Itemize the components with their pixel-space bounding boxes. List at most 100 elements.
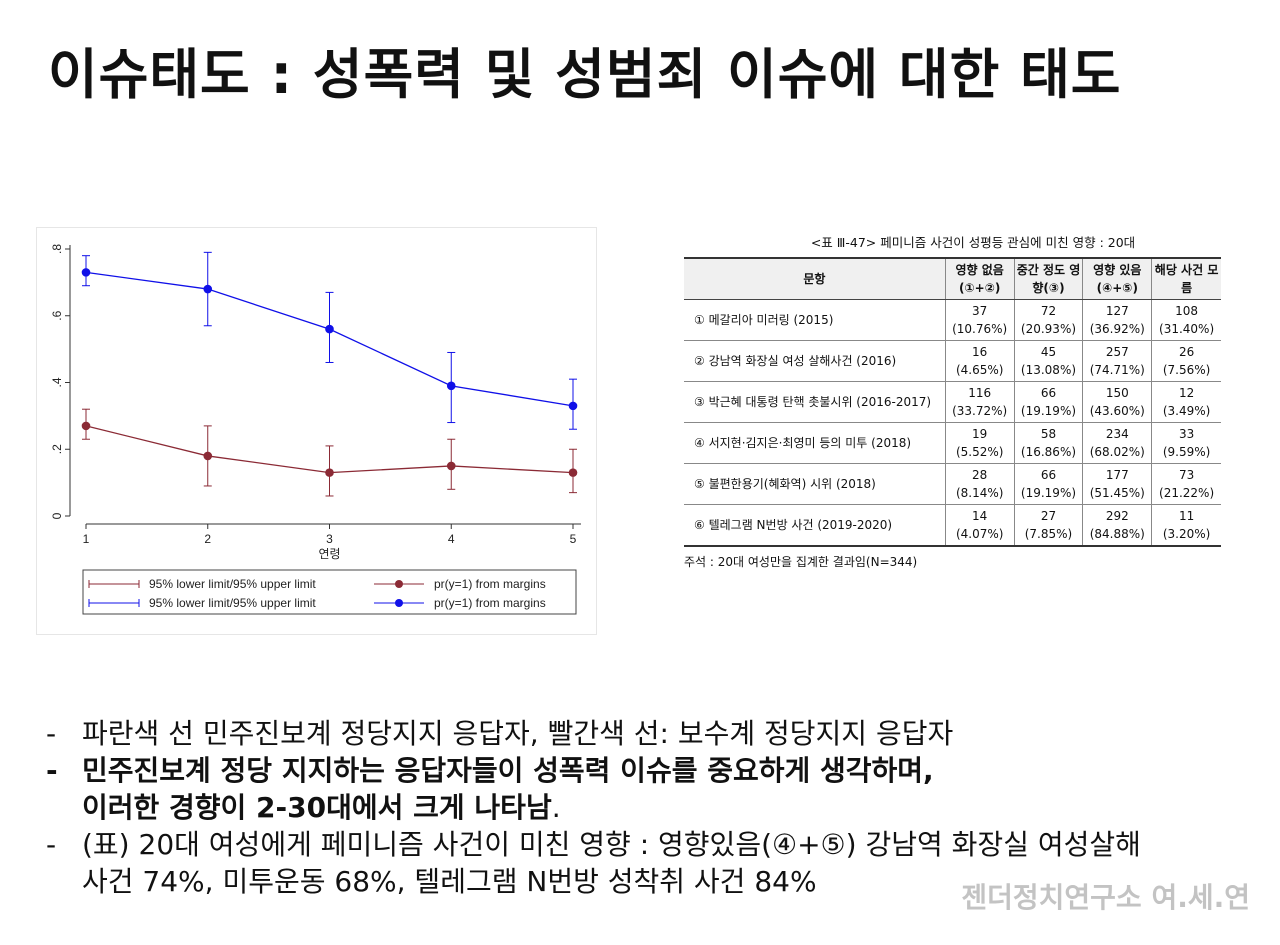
table-row: ① 메갈리아 미러링 (2015) 37 (10.76%) 72 (20.93%) 127… xyxy=(684,299,1221,341)
bullet-3-line-2: 사건 74%, 미투운동 68%, 텔레그램 N번방 성착취 사건 84% xyxy=(82,865,817,898)
row-cell: 11 (3.20%) xyxy=(1151,504,1221,547)
data-point xyxy=(203,451,213,461)
cell-count: 11 xyxy=(1178,509,1195,523)
x-tick-label: 5 xyxy=(570,532,577,546)
row-item: ④ 서지현·김지은·최영미 등의 미투 (2018) xyxy=(684,422,946,464)
row-cell: 72 (20.93%) xyxy=(1013,299,1083,341)
table-row: ⑥ 텔레그램 N번방 사건 (2019-2020) 14 (4.07%) 27 (7.8… xyxy=(684,504,1221,547)
y-tick-label: .4 xyxy=(50,377,64,387)
y-tick-label: 0 xyxy=(50,512,64,519)
x-tick-label: 3 xyxy=(326,532,333,546)
cell-count: 127 xyxy=(1105,304,1129,318)
legend-swatch-dot xyxy=(395,580,403,588)
header-unknown: 해당 사건 모름 xyxy=(1151,257,1221,300)
cell-percent: (8.14%) xyxy=(955,486,1004,500)
row-cell: 257 (74.71%) xyxy=(1082,340,1152,382)
cell-percent: (36.92%) xyxy=(1089,322,1145,336)
bullet-1-text: 파란색 선 민주진보계 정당지지 응답자, 빨간색 선: 보수계 정당지지 응답… xyxy=(82,717,954,750)
cell-count: 66 xyxy=(1040,468,1057,482)
row-cell: 12 (3.49%) xyxy=(1151,381,1221,423)
cell-count: 45 xyxy=(1040,345,1057,359)
data-point xyxy=(81,268,91,277)
cell-count: 257 xyxy=(1105,345,1129,359)
cell-percent: (9.59%) xyxy=(1162,445,1211,459)
header-item: 문항 xyxy=(684,257,946,300)
cell-percent: (3.49%) xyxy=(1162,404,1211,418)
header-medium-effect: 중간 정도 영향(③) xyxy=(1013,257,1083,300)
header-no-effect: 영향 없음 (①+②) xyxy=(944,257,1015,300)
cell-percent: (19.19%) xyxy=(1020,404,1077,418)
x-tick-label: 1 xyxy=(83,532,90,546)
bullet-dash: - xyxy=(46,828,57,861)
data-point xyxy=(203,284,213,294)
legend-box xyxy=(82,569,577,615)
legend-label: pr(y=1) from margins xyxy=(434,577,546,591)
cell-percent: (84.88%) xyxy=(1089,527,1145,541)
slide-title: 이슈태도 : 성폭력 및 성범죄 이슈에 대한 태도 xyxy=(48,43,1122,106)
cell-percent: (16.86%) xyxy=(1020,445,1077,459)
table-header-row: 문항 영향 없음 (①+②) 중간 정도 영향(③) 영향 있음 (④+⑤) 해… xyxy=(684,257,1221,300)
row-cell: 292 (84.88%) xyxy=(1082,504,1152,547)
row-cell: 73 (21.22%) xyxy=(1151,463,1221,505)
cell-percent: (51.45%) xyxy=(1089,486,1145,500)
legend-label: pr(y=1) from margins xyxy=(434,596,546,610)
row-cell: 37 (10.76%) xyxy=(944,299,1015,341)
cell-count: 27 xyxy=(1040,509,1057,523)
cell-percent: (19.19%) xyxy=(1020,486,1077,500)
table-row: ⑤ 불편한용기(혜화역) 시위 (2018) 28 (8.14%) 66 (19.19%… xyxy=(684,463,1221,505)
table-caption: <표 Ⅲ-47> 페미니즘 사건이 성평등 관심에 미친 영향 : 20대 xyxy=(810,235,1136,250)
cell-count: 37 xyxy=(972,304,988,318)
bullet-dash: - xyxy=(46,754,58,787)
cell-count: 66 xyxy=(1040,386,1057,400)
cell-percent: (33.72%) xyxy=(952,404,1008,418)
bullet-list: - 파란색 선 민주진보계 정당지지 응답자, 빨간색 선: 보수계 정당지지 … xyxy=(46,715,1141,900)
row-cell: 234 (68.02%) xyxy=(1082,422,1152,464)
cell-count: 234 xyxy=(1105,427,1129,441)
data-point xyxy=(446,461,456,471)
cell-count: 292 xyxy=(1105,509,1129,523)
cell-count: 26 xyxy=(1178,345,1195,359)
cell-count: 28 xyxy=(972,468,988,482)
cell-count: 150 xyxy=(1105,386,1129,400)
row-cell: 28 (8.14%) xyxy=(944,463,1015,505)
cell-count: 177 xyxy=(1105,468,1129,482)
cell-count: 33 xyxy=(1178,427,1195,441)
bullet-2-continuation: 이러한 경향이 2-30대에서 크게 나타남. xyxy=(46,789,1141,826)
cell-count: 116 xyxy=(968,386,992,400)
data-point xyxy=(325,324,334,334)
row-cell: 66 (19.19%) xyxy=(1013,381,1083,423)
table-note: 주석 : 20대 여성만을 집계한 결과임(N=344) xyxy=(684,555,918,569)
legend-label: 95% lower limit/95% upper limit xyxy=(149,577,316,591)
cell-percent: (10.76%) xyxy=(952,322,1008,336)
bullet-2-line-2: 이러한 경향이 2-30대에서 크게 나타남 xyxy=(82,791,552,824)
cell-percent: (4.65%) xyxy=(955,363,1004,377)
bullet-2-period: . xyxy=(551,791,561,824)
table-row: ③ 박근혜 대통령 탄핵 촛불시위 (2016-2017) 116 (33.72%)… xyxy=(684,381,1221,423)
bullet-dash: - xyxy=(46,717,57,750)
brand-watermark: 젠더정치연구소 여.세.연 xyxy=(961,881,1250,914)
cell-percent: (20.93%) xyxy=(1020,322,1077,336)
cell-percent: (74.71%) xyxy=(1089,363,1145,377)
margins-line-chart: 0 .2 .4 .6 .8 1 2 3 4 5 연령 95% lower limit/95% uppe… xyxy=(50,244,581,615)
row-cell: 33 (9.59%) xyxy=(1151,422,1221,464)
cell-count: 58 xyxy=(1040,427,1057,441)
cell-count: 19 xyxy=(972,427,988,441)
row-cell: 150 (43.60%) xyxy=(1082,381,1152,423)
row-cell: 16 (4.65%) xyxy=(944,340,1015,382)
data-point xyxy=(568,401,578,411)
row-cell: 127 (36.92%) xyxy=(1082,299,1152,341)
row-cell: 14 (4.07%) xyxy=(944,504,1015,547)
cell-percent: (43.60%) xyxy=(1089,404,1145,418)
row-cell: 26 (7.56%) xyxy=(1151,340,1221,382)
cell-count: 16 xyxy=(972,345,988,359)
row-cell: 116 (33.72%) xyxy=(944,381,1015,423)
row-cell: 19 (5.52%) xyxy=(944,422,1015,464)
row-cell: 58 (16.86%) xyxy=(1013,422,1083,464)
row-cell: 177 (51.45%) xyxy=(1082,463,1152,505)
bullet-3: - (표) 20대 여성에게 페미니즘 사건이 미친 영향 : 영향있음(④+⑤… xyxy=(46,826,1141,863)
cell-percent: (4.07%) xyxy=(955,527,1004,541)
x-axis-label: 연령 xyxy=(318,547,340,561)
table-row: ④ 서지현·김지은·최영미 등의 미투 (2018) 19 (5.52%) 58 (16… xyxy=(684,422,1221,464)
table-row: ② 강남역 화장실 여성 살해사건 (2016) 16 (4.65%) 45 (13.0… xyxy=(684,340,1221,382)
cell-percent: (21.22%) xyxy=(1159,486,1215,500)
